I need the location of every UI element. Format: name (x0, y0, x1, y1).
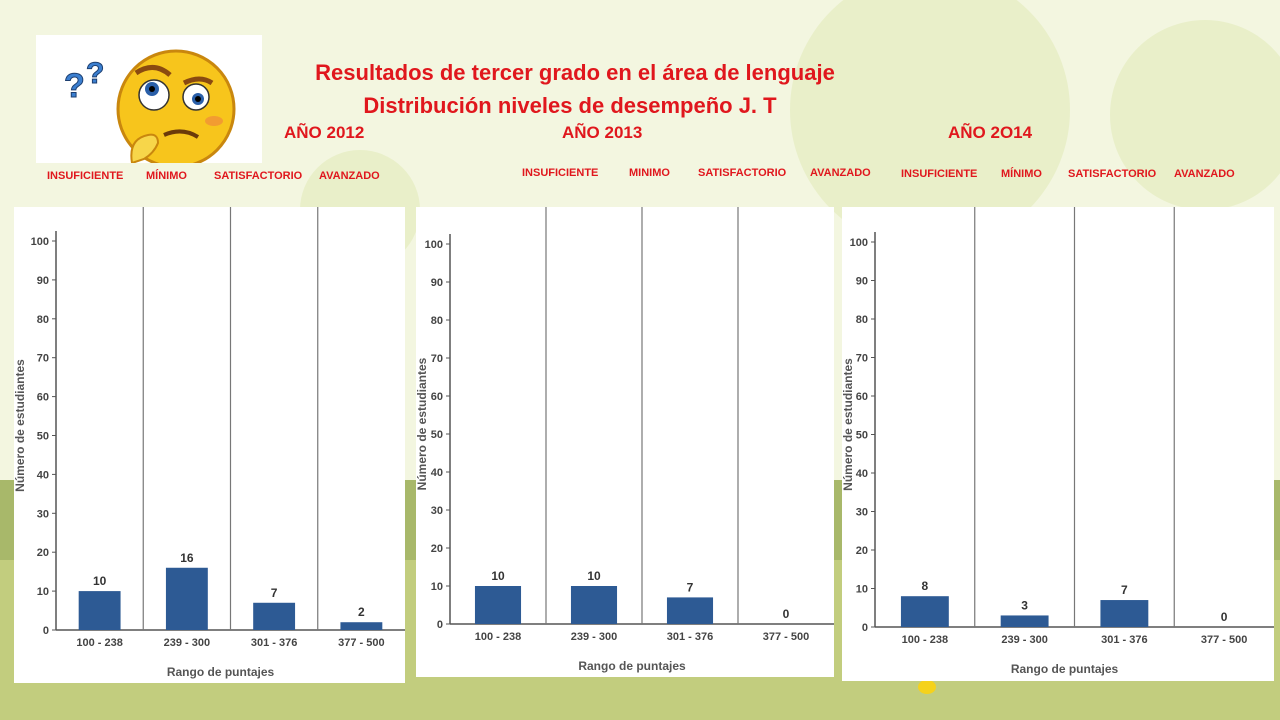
bar-data-label: 8 (922, 579, 929, 593)
level-label-insuficiente: INSUFICIENTE (522, 167, 599, 179)
bar (900, 596, 949, 627)
y-tick-label: 0 (43, 625, 49, 637)
level-label-minimo: MÍNIMO (146, 170, 187, 182)
bar-data-label: 0 (1221, 610, 1228, 624)
bar (666, 597, 714, 624)
y-tick-label: 60 (856, 391, 868, 403)
bar-data-label: 16 (180, 551, 194, 565)
x-tick-label: 239 - 300 (1001, 634, 1047, 646)
year-label-2012: AÑO 2012 (284, 123, 365, 142)
bar-data-label: 10 (491, 569, 505, 583)
level-label-avanzado: AVANZADO (319, 170, 380, 182)
y-tick-label: 10 (431, 581, 443, 593)
x-axis-label: Rango de puntajes (167, 665, 275, 679)
y-tick-label: 80 (856, 314, 868, 326)
bar-chart-2012: 0 10 20 30 40 50 60 70 80 90 100 Número de estudian… (14, 207, 405, 683)
x-tick-label: 377 - 500 (338, 637, 384, 649)
y-tick-label: 50 (37, 431, 49, 443)
level-label-satisfactorio: SATISFACTORIO (1068, 168, 1157, 180)
y-tick-label: 40 (856, 468, 868, 480)
y-tick-label: 50 (856, 430, 868, 442)
bar-data-label: 7 (1121, 583, 1128, 597)
y-tick-label: 50 (431, 429, 443, 441)
x-tick-label: 100 - 238 (475, 631, 521, 643)
svg-text:?: ? (64, 67, 85, 105)
level-label-minimo: MÍNIMO (1001, 168, 1042, 180)
y-axis-label: Número de estudiantes (14, 359, 27, 492)
y-tick-label: 100 (850, 237, 868, 249)
level-label-minimo: MINIMO (629, 167, 670, 179)
level-label-avanzado: AVANZADO (1174, 168, 1235, 180)
x-tick-label: 301 - 376 (1101, 634, 1147, 646)
y-tick-label: 60 (37, 392, 49, 404)
bar (1100, 600, 1149, 627)
y-axis-label: Número de estudiantes (842, 358, 855, 491)
y-axis-label: Número de estudiantes (416, 357, 429, 490)
y-tick-label: 30 (37, 508, 49, 520)
y-tick-label: 90 (856, 276, 868, 288)
x-axis-label: Rango de puntajes (1011, 662, 1119, 676)
x-tick-label: 239 - 300 (571, 631, 617, 643)
bar (78, 591, 121, 630)
level-label-insuficiente: INSUFICIENTE (47, 170, 124, 182)
y-tick-label: 80 (37, 314, 49, 326)
level-label-satisfactorio: SATISFACTORIO (698, 167, 787, 179)
y-tick-label: 70 (37, 353, 49, 365)
x-axis-label: Rango de puntajes (578, 659, 686, 673)
bar-data-label: 10 (587, 569, 601, 583)
y-tick-label: 30 (856, 507, 868, 519)
y-tick-label: 40 (431, 467, 443, 479)
year-label-2013: AÑO 2013 (562, 123, 643, 142)
bar-chart-2014: 0 10 20 30 40 50 60 70 80 90 100 Número de estudian… (842, 207, 1274, 681)
y-tick-label: 10 (37, 586, 49, 598)
x-tick-label: 301 - 376 (251, 637, 297, 649)
bar (1000, 615, 1049, 627)
bar-data-label: 7 (687, 580, 694, 594)
bar (570, 586, 618, 624)
y-tick-label: 0 (437, 619, 443, 631)
bar (165, 567, 208, 630)
bar (340, 622, 383, 630)
y-tick-label: 30 (431, 505, 443, 517)
title-line-1: Resultados de tercer grado en el área de… (315, 60, 835, 85)
y-tick-label: 60 (431, 391, 443, 403)
bar-chart-2012-svg: 0 10 20 30 40 50 60 70 80 90 100 Número de estudian… (14, 207, 405, 679)
y-tick-label: 20 (37, 547, 49, 559)
bar (474, 586, 522, 624)
title-line-2: Distribución niveles de desempeño J. T (363, 93, 777, 118)
y-tick-label: 100 (31, 236, 49, 248)
bar-data-label: 7 (271, 586, 278, 600)
y-tick-label: 70 (856, 353, 868, 365)
bar-data-label: 0 (783, 607, 790, 621)
y-tick-label: 10 (856, 584, 868, 596)
x-tick-label: 377 - 500 (763, 631, 809, 643)
y-tick-label: 90 (431, 277, 443, 289)
level-label-avanzado: AVANZADO (810, 167, 871, 179)
bar-data-label: 2 (358, 605, 365, 619)
x-tick-label: 301 - 376 (667, 631, 713, 643)
bar (253, 602, 296, 630)
y-tick-label: 40 (37, 469, 49, 481)
bar-chart-2013: 0 10 20 30 40 50 60 70 80 90 100 Número de estudian… (416, 207, 834, 677)
level-label-satisfactorio: SATISFACTORIO (214, 170, 303, 182)
y-tick-label: 100 (425, 239, 443, 251)
y-tick-label: 20 (431, 543, 443, 555)
y-tick-label: 90 (37, 275, 49, 287)
year-label-2014: AÑO 2O14 (948, 123, 1033, 142)
y-tick-label: 80 (431, 315, 443, 327)
bar-data-label: 3 (1021, 598, 1028, 612)
level-label-insuficiente: INSUFICIENTE (901, 168, 978, 180)
x-tick-label: 100 - 238 (76, 637, 122, 649)
bar-data-label: 10 (93, 574, 107, 588)
x-tick-label: 100 - 238 (902, 634, 948, 646)
y-tick-label: 20 (856, 545, 868, 557)
x-tick-label: 239 - 300 (164, 637, 210, 649)
x-tick-label: 377 - 500 (1201, 634, 1247, 646)
confused-face-icon: ? ? (36, 35, 262, 163)
svg-text:?: ? (86, 57, 104, 90)
y-tick-label: 70 (431, 353, 443, 365)
y-tick-label: 0 (862, 622, 868, 634)
